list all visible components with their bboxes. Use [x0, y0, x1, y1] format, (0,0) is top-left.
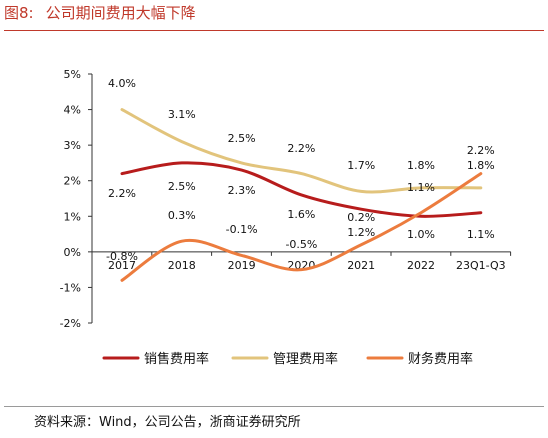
data-labels: 2.2% 2.5% 2.3% 1.6% 1.2% 1.0% 1.1% 4.0% 3.1% 2.5%… — [106, 77, 495, 263]
data-label: 0.2% — [347, 211, 375, 224]
title-divider — [4, 30, 544, 31]
source-divider — [4, 406, 544, 407]
series-line-2 — [120, 172, 483, 282]
figure-title-text: 公司期间费用大幅下降 — [45, 4, 196, 22]
source-note: 资料来源：Wind，公司公告，浙商证券研究所 — [34, 415, 301, 430]
data-label: 3.1% — [168, 108, 196, 121]
y-tick-label: 0% — [64, 246, 81, 259]
x-tick-label: 2022 — [407, 259, 435, 272]
data-label: 1.7% — [347, 159, 375, 172]
figure-number: 图8: — [4, 4, 34, 22]
y-axis: 5% 4% 3% 2% 1% 0% -1% -2% — [60, 68, 93, 330]
legend-label: 销售费用率 — [144, 351, 209, 367]
data-label: 1.8% — [407, 159, 435, 172]
data-label: -0.8% — [106, 250, 138, 263]
data-label: 1.1% — [467, 228, 495, 241]
x-tick-label: 2017 — [108, 259, 136, 272]
data-label: 2.5% — [168, 180, 196, 193]
y-tick-label: -1% — [60, 281, 81, 294]
data-label: 2.2% — [287, 142, 315, 155]
line-chart: 5%4%3%2%1%0%-1%-2% 2017 2018 2019 2020 2021 2… — [60, 68, 512, 367]
legend-label: 管理费用率 — [273, 351, 338, 367]
series-line-1 — [120, 108, 483, 194]
y-tick-label: 5% — [64, 68, 81, 81]
data-label: 2.3% — [228, 184, 256, 197]
y-tick-label: 2% — [64, 175, 81, 188]
figure-title: 图8: 公司期间费用大幅下降 — [4, 2, 196, 23]
data-label: 1.2% — [347, 226, 375, 239]
data-label: 4.0% — [108, 77, 136, 90]
legend: 销售费用率 管理费用率 财务费用率 — [102, 351, 473, 367]
data-label: 1.8% — [467, 159, 495, 172]
y-tick-label: -2% — [60, 317, 81, 330]
legend-label: 财务费用率 — [408, 351, 473, 367]
x-tick-label: 2018 — [168, 259, 196, 272]
x-tick-label: 2021 — [347, 259, 375, 272]
data-label: -0.1% — [226, 223, 258, 236]
series-line-0 — [120, 161, 483, 218]
data-label: 1.0% — [407, 228, 435, 241]
series-lines — [120, 108, 483, 282]
y-tick-label: 3% — [64, 139, 81, 152]
data-label: 0.3% — [168, 209, 196, 222]
data-label: 1.6% — [287, 208, 315, 221]
x-tick-label: 2019 — [228, 259, 256, 272]
x-tick-label: 23Q1-Q3 — [456, 259, 506, 272]
y-tick-label: 1% — [64, 210, 81, 223]
data-label: 1.1% — [407, 181, 435, 194]
y-tick-label: 4% — [64, 104, 81, 117]
data-label: -0.5% — [285, 238, 317, 251]
data-label: 2.2% — [108, 187, 136, 200]
data-label: 2.5% — [228, 132, 256, 145]
data-label: 2.2% — [467, 144, 495, 157]
